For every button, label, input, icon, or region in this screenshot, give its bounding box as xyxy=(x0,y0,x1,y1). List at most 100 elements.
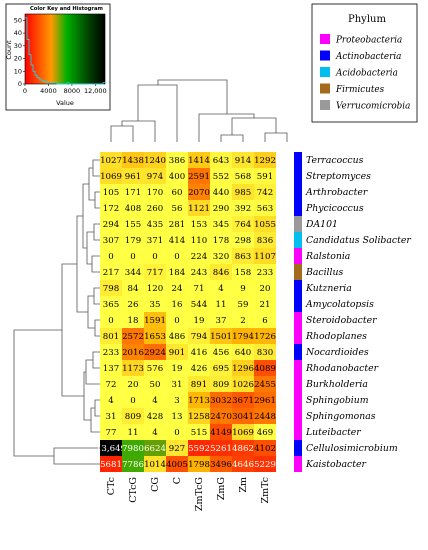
cell-value: 386 xyxy=(169,156,185,166)
cell-value: 137 xyxy=(103,364,119,374)
cell-value: 217 xyxy=(103,268,119,278)
heatmap-cell xyxy=(100,376,122,392)
row-dendro-branch xyxy=(76,215,88,313)
cell-value: 5261 xyxy=(210,444,232,454)
cell-value: 155 xyxy=(125,220,141,230)
row-labels: Terracoccus Streptomyces Arthrobacter Phyci… xyxy=(305,155,411,470)
legend-swatch xyxy=(320,67,330,77)
cell-value: 1069 xyxy=(232,428,254,438)
cell-value: 927 xyxy=(169,444,185,454)
row-label: Rhodoplanes xyxy=(305,331,367,342)
heatmap-cell xyxy=(188,216,210,232)
phylum-bar-segment xyxy=(294,232,302,248)
heatmap-cell xyxy=(144,264,166,280)
heatmap-cell xyxy=(254,168,276,184)
cell-value: 153 xyxy=(191,220,207,230)
heatmap-cell xyxy=(144,248,166,264)
key-histogram-line xyxy=(25,17,105,85)
heatmap-cell xyxy=(122,216,144,232)
cell-value: 298 xyxy=(235,236,251,246)
row-dendro-branch xyxy=(53,447,100,465)
cell-value: 1173 xyxy=(122,364,144,374)
heatmap-cell xyxy=(210,408,232,424)
cell-value: 742 xyxy=(257,188,273,198)
color-key-title: Color Key and Histogram xyxy=(30,6,103,12)
cell-value: 798 xyxy=(103,284,119,294)
cell-value: 4 xyxy=(152,428,158,438)
heatmap-cell xyxy=(188,168,210,184)
cell-value: 172 xyxy=(103,204,119,214)
heatmap-cell xyxy=(166,232,188,248)
heatmap-cell xyxy=(100,392,122,408)
cell-value: 105 xyxy=(103,188,119,198)
heatmap-cell xyxy=(166,376,188,392)
key-y-tick: 10 xyxy=(14,67,22,75)
cell-value: 71 xyxy=(194,284,205,294)
col-dendro-branch xyxy=(110,125,134,142)
heatmap-cell xyxy=(122,232,144,248)
heatmap-cell xyxy=(166,264,188,280)
heatmap-cell xyxy=(188,296,210,312)
heatmap-cell xyxy=(144,424,166,440)
cell-value: 2572 xyxy=(122,332,144,342)
legend-swatch xyxy=(320,100,330,110)
heatmap-cell xyxy=(210,200,232,216)
cell-value: 974 xyxy=(147,172,164,182)
heatmap-cell xyxy=(100,424,122,440)
cell-value: 440 xyxy=(213,188,229,198)
cell-value: 5229 xyxy=(254,460,276,470)
row-label: Burkholderia xyxy=(305,379,368,390)
heatmap-cell xyxy=(166,248,188,264)
row-dendro-branch xyxy=(61,263,84,397)
heatmap-cell xyxy=(188,184,210,200)
color-key-ylabel: Count xyxy=(5,40,13,60)
cell-value: 281 xyxy=(169,220,185,230)
row-label: Arthrobacter xyxy=(305,187,368,198)
heatmap-cell xyxy=(210,280,232,296)
heatmap-cell xyxy=(100,264,122,280)
legend-entry-label: Firmicutes xyxy=(335,85,385,95)
heatmap-cell xyxy=(144,200,166,216)
phylum-bar-segment xyxy=(294,408,302,424)
heatmap-cell xyxy=(122,152,144,168)
heatmap-cell xyxy=(254,456,276,472)
heatmap-cell xyxy=(232,248,254,264)
heatmap-cell xyxy=(232,152,254,168)
heatmap-cell xyxy=(210,328,232,344)
row-dendro-branch xyxy=(94,191,100,209)
cell-value: 426 xyxy=(191,364,207,374)
cell-value: 233 xyxy=(257,268,273,278)
column-dendrogram xyxy=(110,79,288,142)
phylum-sidebar xyxy=(294,152,302,472)
heatmap-cell xyxy=(100,344,122,360)
cell-value: 456 xyxy=(213,348,229,358)
heatmap-cell xyxy=(254,248,276,264)
heatmap-cell xyxy=(100,456,122,472)
heatmap-cell xyxy=(232,312,254,328)
heatmap-cell xyxy=(122,328,144,344)
row-dendro-branch xyxy=(93,223,100,241)
row-label: Ralstonia xyxy=(305,251,350,262)
row-label: Cellulosimicrobium xyxy=(306,443,398,454)
heatmap-cell xyxy=(144,152,166,168)
heatmap-cell xyxy=(232,280,254,296)
cell-value: 0 xyxy=(152,252,157,262)
cell-value: 4646 xyxy=(232,460,254,470)
heatmap-cell xyxy=(232,168,254,184)
cell-value: 2 xyxy=(240,316,245,326)
row-dendro-branch xyxy=(92,351,100,369)
cell-value: 2924 xyxy=(144,348,166,358)
heatmap-cell xyxy=(122,408,144,424)
heatmap-cell xyxy=(254,360,276,376)
phylum-bar-segment xyxy=(294,360,302,376)
cell-value: 435 xyxy=(147,220,163,230)
heatmap-cell xyxy=(232,216,254,232)
cell-value: 985 xyxy=(235,188,251,198)
cell-value: 11 xyxy=(216,300,227,310)
heatmap-cell xyxy=(122,280,144,296)
heatmap-cell xyxy=(144,184,166,200)
row-dendrogram xyxy=(13,159,100,465)
row-label: Bacillus xyxy=(305,267,343,278)
cell-value: 4 xyxy=(108,396,114,406)
phylum-bar-segment xyxy=(294,328,302,344)
